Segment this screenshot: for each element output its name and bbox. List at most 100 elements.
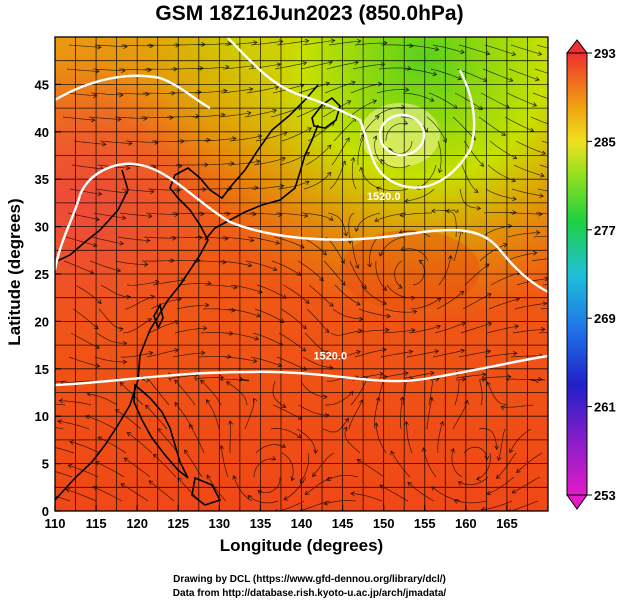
streamline-arrowhead xyxy=(97,436,103,441)
streamline xyxy=(120,352,153,358)
streamline xyxy=(511,188,544,197)
streamline xyxy=(119,212,152,217)
streamline xyxy=(68,44,101,48)
streamline xyxy=(300,61,333,70)
streamline xyxy=(324,500,357,505)
streamline xyxy=(374,136,385,166)
streamline xyxy=(302,356,333,369)
streamline xyxy=(453,229,462,262)
streamline xyxy=(446,210,457,238)
colorbar-tick-label: 261 xyxy=(594,400,616,415)
streamline xyxy=(93,486,123,502)
streamline-arrowhead xyxy=(223,88,228,94)
streamline xyxy=(100,284,131,298)
streamline xyxy=(480,92,510,109)
streamline-arrowhead xyxy=(487,293,492,298)
streamline xyxy=(126,281,159,286)
streamline-arrowhead xyxy=(431,208,436,214)
streamline xyxy=(462,293,492,310)
streamline xyxy=(173,43,206,46)
streamline-arrowhead xyxy=(95,461,100,466)
streamline-arrowhead xyxy=(513,351,518,356)
streamline-arrowhead xyxy=(535,76,540,82)
streamline xyxy=(68,356,100,367)
streamline-arrowhead xyxy=(461,377,467,382)
streamline-arrowhead xyxy=(457,481,463,486)
streamline-arrowhead xyxy=(429,97,435,102)
streamline xyxy=(171,212,205,215)
streamline xyxy=(220,445,229,478)
streamline xyxy=(431,486,461,502)
streamline-arrowhead xyxy=(397,284,403,289)
streamline xyxy=(224,356,257,362)
streamline-arrowhead xyxy=(403,120,409,125)
streamline-arrowhead xyxy=(500,405,506,411)
streamline-arrowhead xyxy=(535,230,541,236)
streamline-arrowhead xyxy=(407,481,413,487)
streamline xyxy=(153,454,177,478)
streamline-arrowhead xyxy=(93,93,98,98)
streamline xyxy=(89,260,121,272)
geopotential-contours xyxy=(55,37,548,387)
streamline-arrowhead xyxy=(122,341,128,346)
streamline xyxy=(327,212,347,236)
streamline-arrowhead xyxy=(278,341,284,346)
streamline xyxy=(206,399,220,430)
streamline xyxy=(299,452,309,484)
streamline-arrowhead xyxy=(225,381,231,386)
streamline-arrowhead xyxy=(246,110,252,116)
streamline xyxy=(534,68,548,74)
streamline-arrowhead xyxy=(539,193,544,198)
streamline-arrowhead xyxy=(145,377,150,383)
streamline-arrowhead xyxy=(532,102,538,107)
streamline xyxy=(152,279,185,286)
streamline-arrowhead xyxy=(174,319,180,325)
streamline-arrowhead xyxy=(122,359,128,365)
streamline-arrowhead xyxy=(529,127,535,133)
streamline-arrowhead xyxy=(404,198,409,204)
streamline-arrowhead xyxy=(95,363,101,369)
streamline xyxy=(326,475,359,481)
streamline-arrowhead xyxy=(121,215,127,221)
streamline xyxy=(486,476,515,495)
streamline xyxy=(456,68,487,82)
streamline-arrowhead xyxy=(354,227,360,233)
streamline xyxy=(226,332,259,340)
streamline xyxy=(117,236,150,241)
streamline xyxy=(253,458,276,478)
streamline xyxy=(454,92,483,110)
streamline-arrowhead xyxy=(323,500,329,506)
streamline-arrowhead xyxy=(301,347,307,352)
streamline-arrowhead xyxy=(273,508,278,511)
streamline xyxy=(71,164,104,170)
streamline-arrowhead xyxy=(447,254,453,260)
streamline xyxy=(406,44,439,51)
streamline-arrowhead xyxy=(502,242,508,248)
streamline xyxy=(197,212,231,215)
lat-tick-label: 40 xyxy=(35,125,49,140)
streamline xyxy=(140,116,173,118)
streamline-arrowhead xyxy=(452,104,458,109)
streamline xyxy=(157,428,179,454)
streamline xyxy=(226,381,248,406)
lon-tick-label: 160 xyxy=(455,516,477,531)
streamline xyxy=(386,284,415,299)
streamline-arrowhead xyxy=(453,499,459,504)
streamline-arrowhead xyxy=(511,177,517,183)
streamline xyxy=(64,92,97,97)
lat-tick-label: 0 xyxy=(42,504,49,519)
streamline xyxy=(400,397,403,430)
lon-tick-label: 125 xyxy=(167,516,189,531)
streamline xyxy=(88,116,121,120)
streamline-arrowhead xyxy=(346,100,352,105)
streamline-arrowhead xyxy=(478,105,484,110)
streamline-arrowhead xyxy=(253,397,258,403)
streamline xyxy=(509,428,532,453)
streamline-arrowhead xyxy=(559,101,563,105)
lon-tick-label: 120 xyxy=(126,516,148,531)
streamline xyxy=(513,164,545,177)
streamline xyxy=(408,325,441,334)
streamline xyxy=(125,140,159,143)
streamline-arrowhead xyxy=(409,43,414,49)
streamline xyxy=(375,422,387,454)
